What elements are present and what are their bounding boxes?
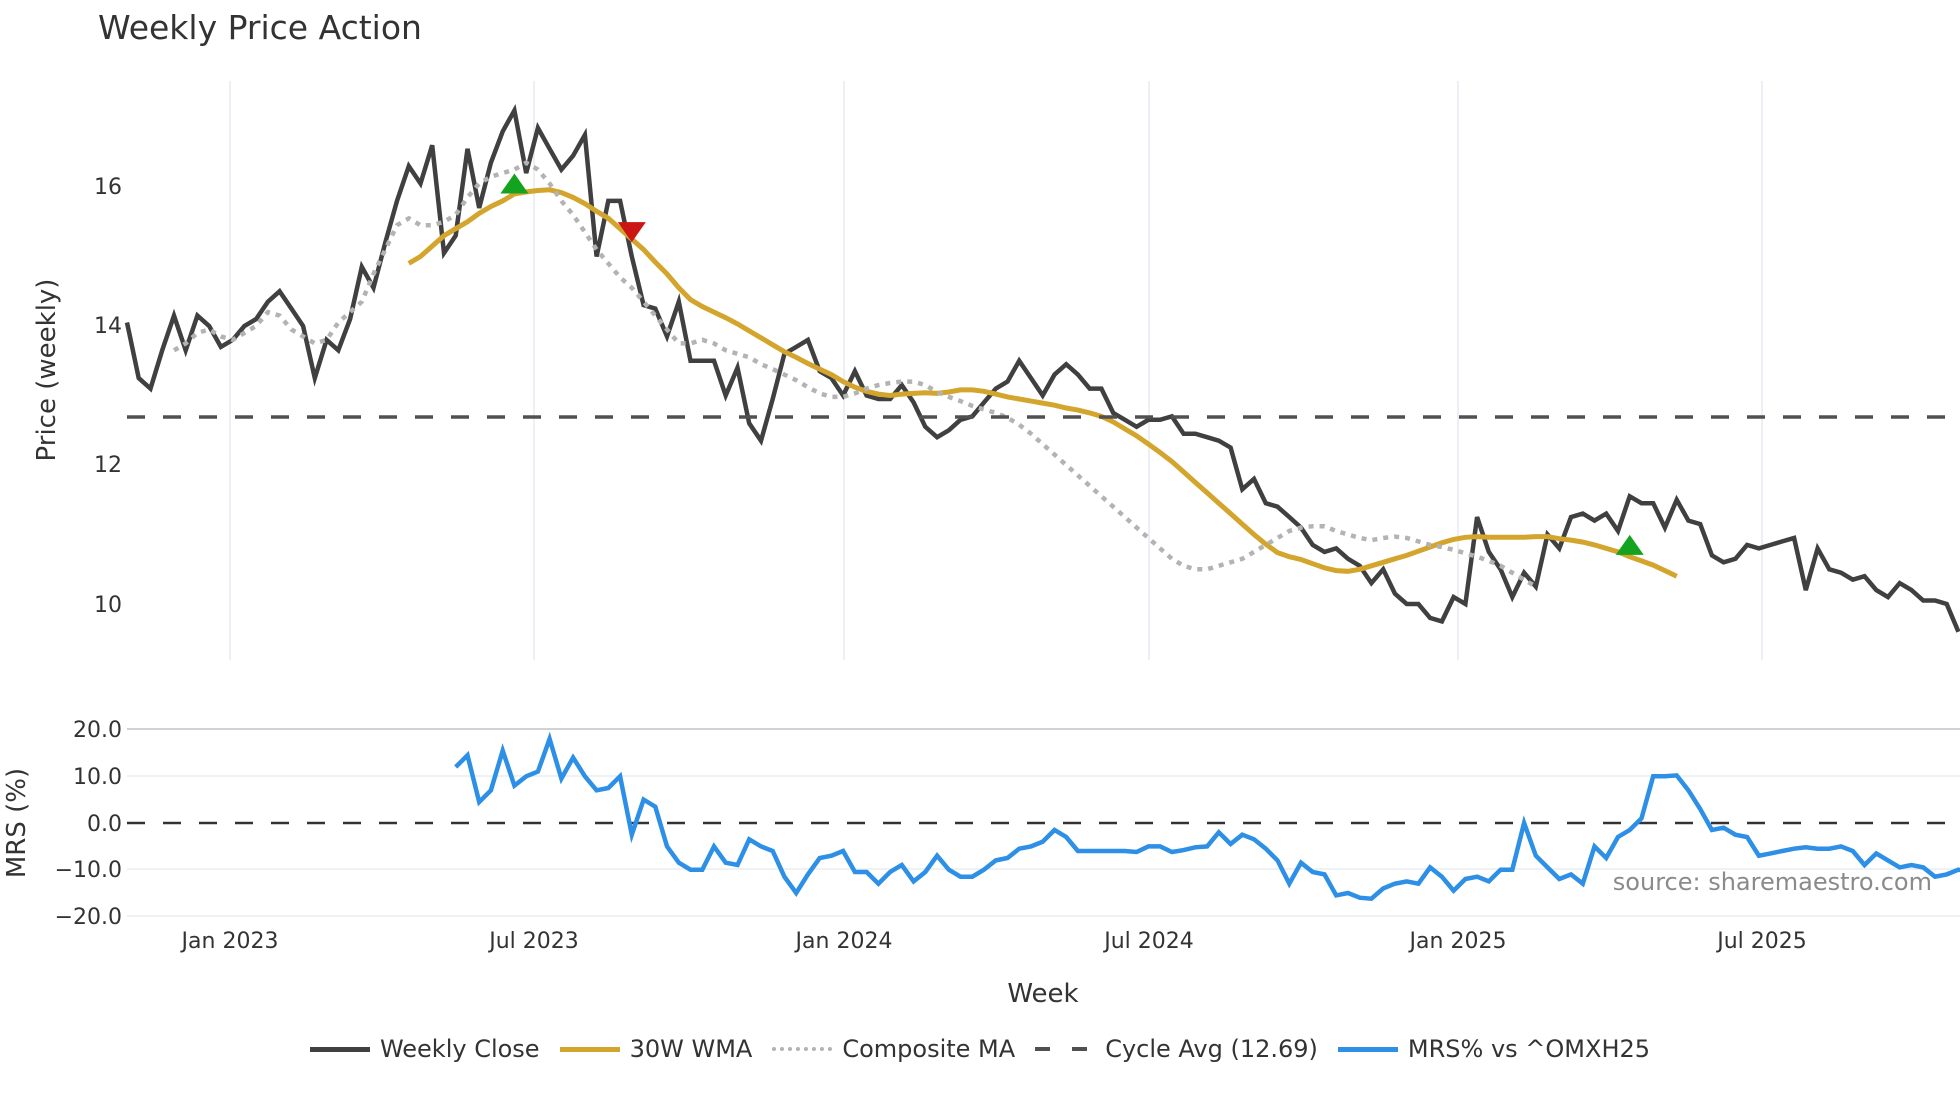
series-mrs-vs-omxh25 [454, 731, 1960, 902]
svg-text:−10.0: −10.0 [55, 858, 122, 883]
legend-label: 30W WMA [629, 1035, 753, 1063]
legend: Weekly Close 30W WMA Composite MA Cycle … [0, 1035, 1960, 1063]
series-weekly-close [124, 103, 1960, 633]
legend-label: Weekly Close [379, 1035, 540, 1063]
price-y-axis-label: Price (weekly) [32, 279, 62, 462]
series-composite-ma [172, 160, 1537, 589]
svg-text:10.0: 10.0 [73, 765, 122, 790]
series-layer [124, 103, 1960, 902]
buy-signal-triangle-up-icon [1615, 534, 1644, 555]
chart-title: Weekly Price Action [98, 8, 422, 47]
mrs-y-ticks: 20.0 10.0 0.0 −10.0 −20.0 [55, 718, 122, 930]
svg-text:Jan 2025: Jan 2025 [1408, 929, 1507, 954]
legend-item-weekly-close[interactable]: Weekly Close [309, 1035, 540, 1063]
svg-text:20.0: 20.0 [73, 718, 122, 743]
buy-signal-triangle-up-icon [500, 173, 529, 194]
dotted-line-icon [772, 1047, 833, 1051]
svg-text:0.0: 0.0 [87, 812, 122, 837]
legend-item-composite-ma[interactable]: Composite MA [772, 1035, 1015, 1063]
svg-text:16: 16 [94, 175, 122, 200]
sell-signal-triangle-down-icon [617, 222, 646, 243]
dashed-line-icon [1035, 1047, 1096, 1051]
legend-item-30w-wma[interactable]: 30W WMA [559, 1035, 753, 1063]
legend-label: Composite MA [842, 1035, 1016, 1063]
x-ticks: Jan 2023 Jul 2023 Jan 2024 Jul 2024 Jan … [180, 929, 1807, 954]
svg-text:Jan 2024: Jan 2024 [794, 929, 893, 954]
legend-item-cycle-avg[interactable]: Cycle Avg (12.69) [1035, 1035, 1318, 1063]
svg-text:14: 14 [94, 314, 122, 339]
svg-text:Jul 2025: Jul 2025 [1715, 929, 1807, 954]
solid-line-icon [309, 1046, 370, 1052]
price-y-ticks: 10 12 14 16 [94, 175, 122, 618]
source-annotation: source: sharemaestro.com [1613, 868, 1932, 896]
solid-line-icon [1337, 1046, 1398, 1052]
x-axis-label: Week [1007, 979, 1078, 1009]
mrs-y-axis-label: MRS (%) [2, 768, 32, 878]
svg-text:10: 10 [94, 593, 122, 618]
svg-text:Jan 2023: Jan 2023 [180, 929, 279, 954]
svg-text:Jul 2023: Jul 2023 [487, 929, 579, 954]
svg-text:−20.0: −20.0 [55, 905, 122, 930]
mrs-gridlines [127, 728, 1960, 917]
legend-label: MRS% vs ^OMXH25 [1407, 1035, 1651, 1063]
legend-item-mrs[interactable]: MRS% vs ^OMXH25 [1337, 1035, 1651, 1063]
solid-line-icon [559, 1046, 620, 1052]
x-gridlines [229, 81, 1763, 660]
legend-label: Cycle Avg (12.69) [1105, 1035, 1318, 1063]
series-30w-wma [407, 187, 1678, 579]
signal-markers [500, 173, 1644, 555]
svg-text:12: 12 [94, 453, 122, 478]
svg-text:Jul 2024: Jul 2024 [1102, 929, 1194, 954]
